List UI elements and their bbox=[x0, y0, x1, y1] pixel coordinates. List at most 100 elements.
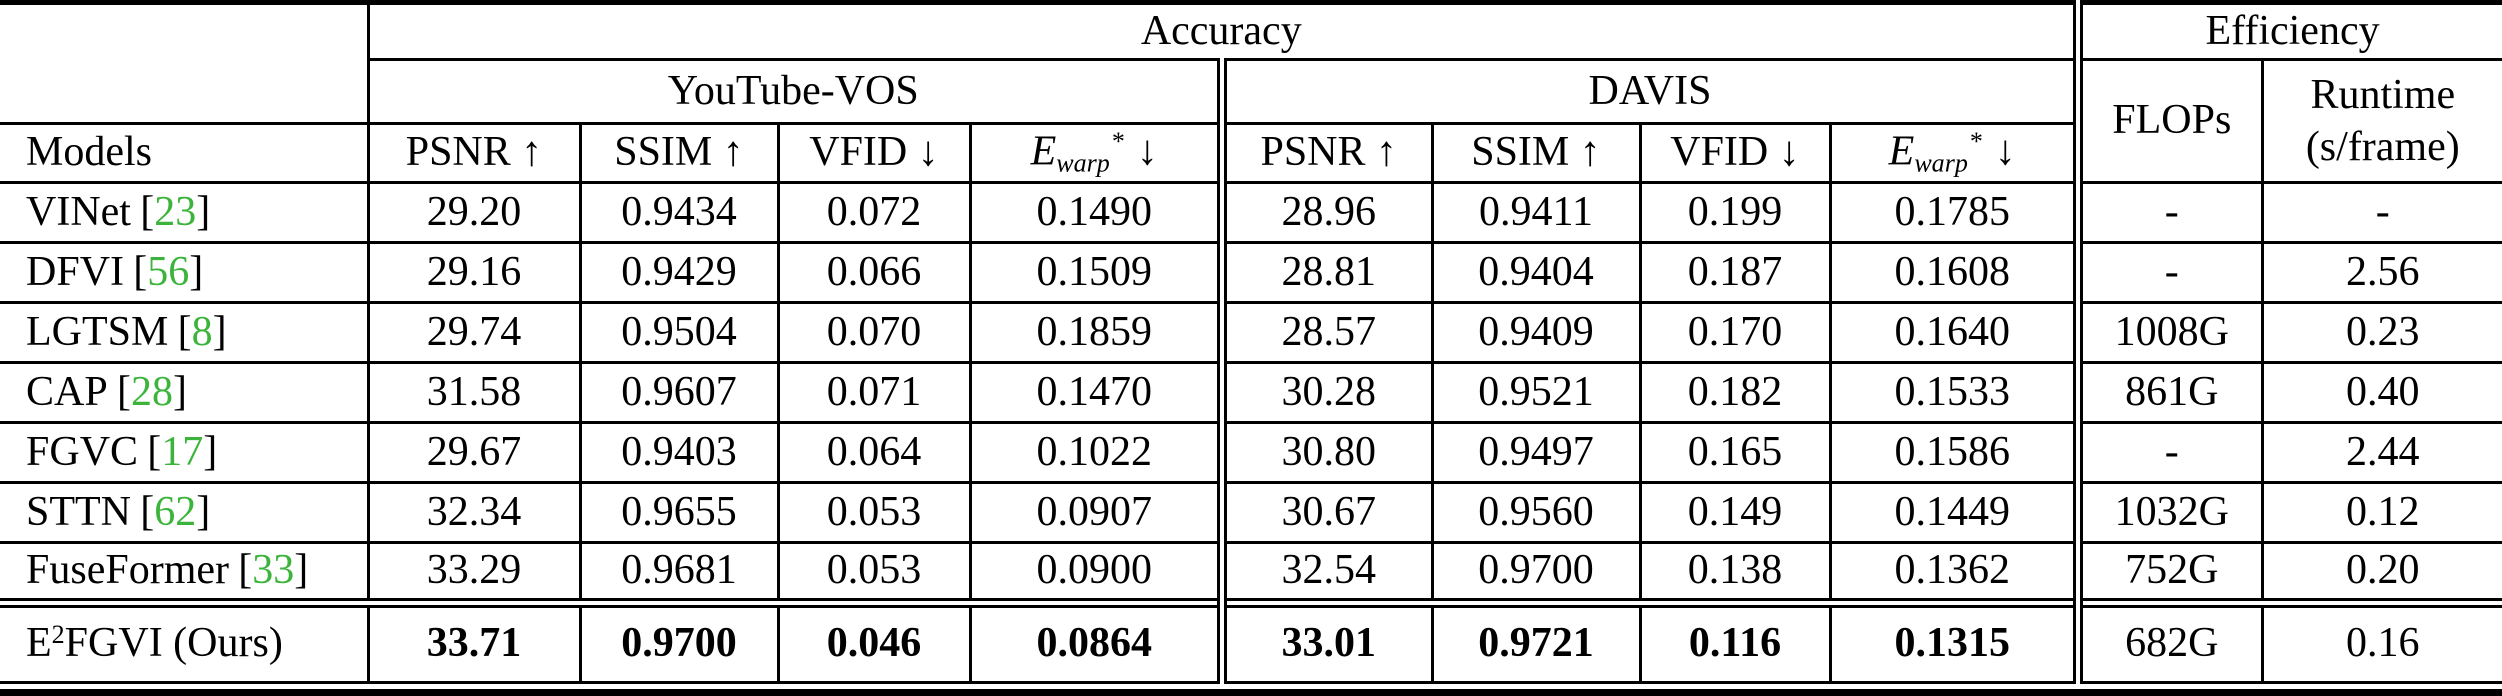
cell-davis-ewarp: 0.1640 bbox=[1830, 302, 2084, 364]
citation: [17] bbox=[147, 429, 217, 475]
table-row-fgvc: FGVC [17] 29.67 0.9403 0.064 0.1022 30.80… bbox=[0, 422, 2502, 484]
cell-davis-ssim: 0.9409 bbox=[1432, 302, 1642, 364]
citation: [8] bbox=[178, 309, 227, 355]
bracket-close: ] bbox=[196, 188, 211, 235]
cell-ytvos-vfid: 0.072 bbox=[778, 182, 972, 244]
model-name-cell: FuseFormer [33] bbox=[0, 542, 370, 604]
cell-davis-ssim: 0.9404 bbox=[1432, 242, 1642, 304]
header-row-metrics: Models PSNR ↑ SSIM ↑ VFID ↓ Ewarp* ↓ PSNR… bbox=[0, 123, 2502, 184]
bracket-close: ] bbox=[294, 546, 309, 593]
cell-flops: - bbox=[2078, 422, 2264, 484]
bracket-open: [ bbox=[140, 488, 155, 535]
cell-davis-ssim: 0.9497 bbox=[1432, 422, 1642, 484]
cell-ytvos-vfid: 0.071 bbox=[778, 362, 972, 424]
cell-davis-psnr: 30.67 bbox=[1222, 482, 1434, 544]
citation-link[interactable]: 23 bbox=[154, 188, 197, 235]
cell-ytvos-vfid: 0.066 bbox=[778, 242, 972, 304]
bracket-close: ] bbox=[212, 308, 227, 355]
cell-ytvos-psnr: 29.67 bbox=[368, 422, 582, 484]
bracket-open: [ bbox=[116, 368, 131, 415]
model-name-cell: STTN [62] bbox=[0, 482, 370, 544]
cell-davis-psnr: 30.80 bbox=[1222, 422, 1434, 484]
header-yt-ewarp: Ewarp* ↓ bbox=[970, 123, 1227, 184]
header-models: Models bbox=[0, 123, 370, 184]
cell-ytvos-ewarp: 0.0864 bbox=[970, 597, 1227, 684]
table-body: VINet [23] 29.20 0.9434 0.072 0.1490 28.9… bbox=[0, 182, 2502, 684]
cell-runtime: 0.16 bbox=[2262, 597, 2502, 684]
cell-davis-ewarp: 0.1362 bbox=[1830, 542, 2084, 604]
cell-flops: 752G bbox=[2078, 542, 2264, 604]
cell-ytvos-psnr: 31.58 bbox=[368, 362, 582, 424]
citation: [33] bbox=[238, 547, 308, 593]
cell-ytvos-ewarp: 0.1490 bbox=[970, 182, 1227, 244]
ewarp-star: * bbox=[1969, 126, 1983, 156]
model-name: FGVC bbox=[26, 428, 139, 475]
model-name-cell: LGTSM [8] bbox=[0, 302, 370, 364]
cell-runtime: - bbox=[2262, 182, 2502, 244]
bracket-open: [ bbox=[133, 248, 148, 295]
cell-davis-vfid: 0.149 bbox=[1640, 482, 1832, 544]
cell-runtime: 0.23 bbox=[2262, 302, 2502, 364]
citation: [56] bbox=[133, 249, 203, 295]
cell-runtime: 0.12 bbox=[2262, 482, 2502, 544]
citation-link[interactable]: 28 bbox=[130, 368, 173, 415]
cell-ytvos-ssim: 0.9607 bbox=[580, 362, 780, 424]
cell-flops: 1032G bbox=[2078, 482, 2264, 544]
cell-davis-ewarp: 0.1533 bbox=[1830, 362, 2084, 424]
header-davis: DAVIS bbox=[1222, 59, 2084, 125]
cell-ytvos-ssim: 0.9504 bbox=[580, 302, 780, 364]
cell-davis-ewarp: 0.1586 bbox=[1830, 422, 2084, 484]
cell-davis-psnr: 33.01 bbox=[1222, 597, 1434, 684]
model-name: FuseFormer bbox=[26, 546, 229, 593]
table-row-ours: E2FGVI (Ours) 33.71 0.9700 0.046 0.0864 … bbox=[0, 597, 2502, 684]
table-row-lgtsm: LGTSM [8] 29.74 0.9504 0.070 0.1859 28.57… bbox=[0, 302, 2502, 364]
cell-ytvos-ssim: 0.9429 bbox=[580, 242, 780, 304]
cell-ytvos-psnr: 29.16 bbox=[368, 242, 582, 304]
model-name: LGTSM bbox=[26, 308, 169, 355]
ewarp-symbol: E bbox=[1888, 128, 1915, 175]
cell-ytvos-vfid: 0.053 bbox=[778, 482, 972, 544]
citation-link[interactable]: 62 bbox=[154, 488, 197, 535]
cell-flops: - bbox=[2078, 242, 2264, 304]
cell-davis-psnr: 28.96 bbox=[1222, 182, 1434, 244]
cell-davis-vfid: 0.116 bbox=[1640, 597, 1832, 684]
bracket-close: ] bbox=[203, 428, 218, 475]
cell-ytvos-psnr: 29.20 bbox=[368, 182, 582, 244]
citation-link[interactable]: 56 bbox=[147, 248, 190, 295]
header-row-groups: Accuracy Efficiency bbox=[0, 2, 2502, 125]
model-name-base: E bbox=[26, 620, 52, 667]
cell-ytvos-psnr: 33.29 bbox=[368, 542, 582, 604]
citation-link[interactable]: 17 bbox=[161, 428, 204, 475]
model-name-cell: DFVI [56] bbox=[0, 242, 370, 304]
cell-ytvos-ewarp: 0.1022 bbox=[970, 422, 1227, 484]
cell-davis-psnr: 32.54 bbox=[1222, 542, 1434, 604]
cell-davis-psnr: 28.81 bbox=[1222, 242, 1434, 304]
cell-flops: - bbox=[2078, 182, 2264, 244]
header-davis-vfid: VFID ↓ bbox=[1640, 123, 1832, 184]
citation-link[interactable]: 33 bbox=[252, 546, 295, 593]
model-name: VINet bbox=[26, 188, 131, 235]
runtime-label-line2: (s/frame) bbox=[2305, 124, 2460, 170]
cell-ytvos-ewarp: 0.0900 bbox=[970, 542, 1227, 604]
cell-davis-psnr: 28.57 bbox=[1222, 302, 1434, 364]
cell-ytvos-ssim: 0.9681 bbox=[580, 542, 780, 604]
cell-ytvos-ewarp: 0.1859 bbox=[970, 302, 1227, 364]
table-row-vinet: VINet [23] 29.20 0.9434 0.072 0.1490 28.9… bbox=[0, 182, 2502, 244]
table-row-sttn: STTN [62] 32.34 0.9655 0.053 0.0907 30.67… bbox=[0, 482, 2502, 544]
table-header: Accuracy Efficiency YouTube-VOS DAVIS FL… bbox=[0, 2, 2502, 184]
cell-davis-psnr: 30.28 bbox=[1222, 362, 1434, 424]
cell-runtime: 2.56 bbox=[2262, 242, 2502, 304]
model-name-cell: E2FGVI (Ours) bbox=[0, 597, 370, 684]
cell-ytvos-ewarp: 0.1470 bbox=[970, 362, 1227, 424]
citation-link[interactable]: 8 bbox=[191, 308, 213, 355]
citation: [28] bbox=[117, 369, 187, 415]
table-row-cap: CAP [28] 31.58 0.9607 0.071 0.1470 30.28 … bbox=[0, 362, 2502, 424]
bracket-open: [ bbox=[147, 428, 162, 475]
bracket-close: ] bbox=[196, 488, 211, 535]
runtime-label-line1: Runtime bbox=[2310, 71, 2456, 118]
cell-ytvos-vfid: 0.053 bbox=[778, 542, 972, 604]
cell-davis-ssim: 0.9411 bbox=[1432, 182, 1642, 244]
cell-runtime: 0.40 bbox=[2262, 362, 2502, 424]
cell-ytvos-ssim: 0.9403 bbox=[580, 422, 780, 484]
